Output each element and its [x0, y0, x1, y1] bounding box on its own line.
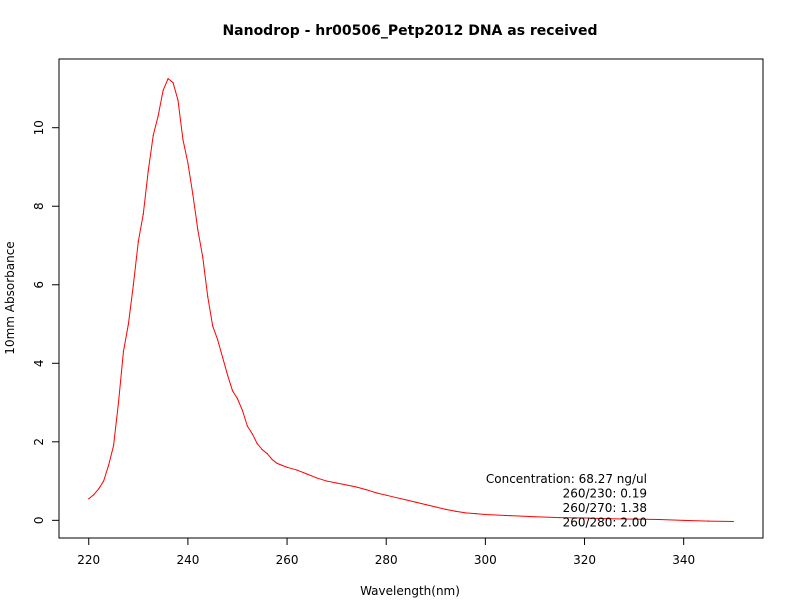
data-point: [683, 519, 685, 521]
data-point: [127, 323, 130, 325]
x-tick-label: 320: [573, 553, 596, 567]
data-point: [286, 466, 288, 468]
data-point: [162, 89, 164, 92]
data-point: [484, 513, 486, 516]
y-axis-label: 10mm Absorbance: [3, 241, 17, 354]
data-point: [246, 425, 248, 427]
data-point: [583, 517, 586, 519]
x-tick-label: 240: [176, 553, 199, 567]
data-point: [271, 458, 273, 461]
data-point: [326, 480, 328, 482]
data-point: [112, 445, 115, 447]
y-tick-label: 0: [32, 517, 46, 525]
data-point: [122, 350, 125, 353]
data-point: [455, 510, 457, 512]
y-axis: 0 2 4 6 8 10: [32, 120, 60, 525]
x-axis-label: Wavelength(nm): [360, 584, 460, 598]
data-point: [474, 513, 477, 515]
data-point: [202, 256, 204, 258]
data-point: [355, 486, 358, 488]
data-point: [296, 469, 298, 471]
data-point: [212, 325, 214, 327]
y-tick-label: 4: [32, 359, 46, 367]
annotation-line: 260/230: 0.19: [563, 487, 647, 501]
data-point: [405, 499, 407, 501]
data-point: [167, 78, 169, 80]
y-tick-label: 8: [32, 202, 46, 210]
data-point: [157, 115, 159, 117]
data-point: [88, 498, 90, 500]
data-point: [182, 138, 184, 141]
data-point: [509, 515, 511, 517]
data-point: [132, 284, 134, 286]
annotation-line: Concentration: 68.27 ng/ul: [486, 472, 647, 486]
data-point: [231, 390, 234, 392]
data-point: [534, 516, 536, 518]
x-tick-label: 340: [672, 553, 695, 567]
data-point: [415, 501, 417, 503]
data-point: [608, 518, 610, 520]
data-point: [385, 494, 387, 496]
data-point: [187, 162, 189, 164]
data-point: [732, 520, 734, 523]
data-point: [147, 170, 149, 172]
data-point: [192, 193, 194, 196]
data-point: [241, 409, 244, 411]
data-point: [425, 504, 427, 506]
data-point: [445, 508, 447, 510]
data-point: [177, 99, 179, 101]
data-point: [658, 518, 660, 521]
data-point: [98, 488, 100, 490]
data-point: [266, 452, 268, 455]
x-axis: 220 240 260 280 300 320 340: [77, 537, 695, 567]
data-point: [172, 81, 174, 84]
chart-title: Nanodrop - hr00506_Petp2012 DNA as recei…: [222, 23, 597, 39]
annotation-line: 260/270: 1.38: [563, 501, 647, 515]
y-tick-label: 6: [32, 281, 46, 289]
data-point: [306, 473, 308, 475]
data-point: [222, 356, 224, 358]
plot-frame: [58, 58, 764, 539]
data-point: [281, 464, 283, 466]
x-tick-label: 300: [474, 553, 497, 567]
data-point: [336, 482, 338, 484]
annotation-line: 260/280: 2.00: [563, 516, 647, 530]
data-point: [365, 489, 367, 491]
data-point: [152, 134, 154, 137]
x-tick-label: 260: [276, 553, 299, 567]
x-tick-label: 280: [375, 553, 398, 567]
data-point: [316, 477, 318, 479]
data-point: [559, 516, 561, 519]
data-point: [395, 496, 397, 499]
data-point: [261, 449, 263, 451]
data-point: [435, 506, 437, 508]
data-point: [375, 492, 377, 494]
absorbance-series-line: [88, 77, 734, 523]
data-point: [236, 398, 239, 400]
data-point: [226, 374, 229, 376]
data-point: [137, 240, 139, 243]
data-point: [207, 295, 209, 298]
data-point: [142, 213, 144, 215]
data-point: [93, 494, 95, 496]
x-tick-label: 220: [77, 553, 100, 567]
y-tick-label: 10: [32, 120, 46, 135]
data-point: [251, 433, 253, 435]
data-point: [345, 484, 348, 486]
data-point: [107, 464, 110, 466]
y-tick-label: 2: [32, 438, 46, 446]
data-point: [276, 462, 278, 465]
data-point: [103, 480, 105, 482]
data-point: [256, 443, 258, 445]
data-point: [197, 229, 199, 231]
data-point: [117, 401, 120, 404]
data-points: [88, 78, 734, 523]
data-point: [707, 520, 710, 522]
data-point: [633, 518, 635, 520]
data-point: [464, 512, 467, 514]
data-point: [217, 339, 219, 341]
